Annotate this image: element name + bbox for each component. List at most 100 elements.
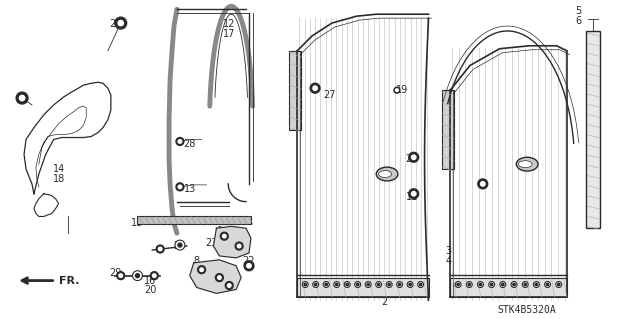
Circle shape <box>557 283 560 286</box>
Circle shape <box>478 179 488 189</box>
Text: 14: 14 <box>52 164 65 174</box>
Circle shape <box>176 183 184 191</box>
Circle shape <box>376 282 381 287</box>
Circle shape <box>325 283 328 286</box>
Circle shape <box>356 283 359 286</box>
Circle shape <box>412 191 416 196</box>
Circle shape <box>223 234 226 238</box>
Text: 13: 13 <box>184 184 196 194</box>
Circle shape <box>119 274 122 278</box>
Text: 29: 29 <box>109 268 122 278</box>
Text: 1: 1 <box>381 287 387 298</box>
Text: 26: 26 <box>109 19 122 29</box>
Circle shape <box>150 272 158 279</box>
Text: 15: 15 <box>131 219 144 228</box>
Circle shape <box>310 83 320 93</box>
Circle shape <box>304 283 307 286</box>
Circle shape <box>115 17 127 29</box>
Circle shape <box>511 282 517 287</box>
Circle shape <box>313 86 317 90</box>
Circle shape <box>409 152 419 162</box>
Text: 26: 26 <box>16 95 28 105</box>
Ellipse shape <box>376 167 398 181</box>
Circle shape <box>378 283 380 286</box>
Text: 18: 18 <box>52 174 65 184</box>
Circle shape <box>247 263 251 268</box>
Circle shape <box>468 283 470 286</box>
Circle shape <box>479 283 482 286</box>
Text: 23: 23 <box>200 276 212 286</box>
Text: 9: 9 <box>216 226 223 236</box>
Circle shape <box>399 283 401 286</box>
Circle shape <box>227 284 231 287</box>
Circle shape <box>152 274 156 278</box>
FancyBboxPatch shape <box>450 46 566 302</box>
Circle shape <box>556 282 562 287</box>
Ellipse shape <box>518 161 532 167</box>
Text: 11: 11 <box>406 192 418 202</box>
FancyBboxPatch shape <box>289 51 301 130</box>
FancyBboxPatch shape <box>298 278 429 297</box>
Circle shape <box>178 243 182 247</box>
FancyBboxPatch shape <box>298 16 429 302</box>
Text: 20: 20 <box>144 286 157 295</box>
Polygon shape <box>214 226 251 258</box>
Circle shape <box>355 282 360 287</box>
Circle shape <box>394 87 400 93</box>
FancyBboxPatch shape <box>450 278 566 297</box>
Circle shape <box>396 89 398 92</box>
Circle shape <box>176 137 184 145</box>
Text: 21: 21 <box>406 154 418 164</box>
Circle shape <box>367 283 369 286</box>
Circle shape <box>397 282 403 287</box>
Circle shape <box>365 282 371 287</box>
Circle shape <box>346 283 348 286</box>
Circle shape <box>513 283 515 286</box>
Text: 2: 2 <box>381 297 387 307</box>
Circle shape <box>333 282 340 287</box>
Circle shape <box>314 283 317 286</box>
Text: 17: 17 <box>223 29 236 39</box>
Text: 4: 4 <box>445 256 451 266</box>
Text: 22: 22 <box>243 256 255 266</box>
Circle shape <box>335 283 338 286</box>
Circle shape <box>535 283 538 286</box>
Text: 25: 25 <box>173 241 186 251</box>
Circle shape <box>216 274 223 282</box>
Circle shape <box>313 282 319 287</box>
Circle shape <box>533 282 540 287</box>
Circle shape <box>388 283 390 286</box>
Circle shape <box>156 245 164 253</box>
Text: 16: 16 <box>144 276 156 286</box>
Ellipse shape <box>379 171 392 177</box>
Circle shape <box>409 283 412 286</box>
Circle shape <box>132 271 143 281</box>
Circle shape <box>481 182 485 186</box>
Text: 28: 28 <box>184 139 196 150</box>
Circle shape <box>175 240 185 250</box>
Text: 6: 6 <box>575 16 582 26</box>
Circle shape <box>412 155 416 160</box>
Circle shape <box>409 189 419 199</box>
Circle shape <box>302 282 308 287</box>
FancyBboxPatch shape <box>138 217 251 224</box>
Circle shape <box>502 283 504 286</box>
Circle shape <box>178 185 182 189</box>
Circle shape <box>490 283 493 286</box>
Text: 19: 19 <box>396 85 408 95</box>
Text: 23: 23 <box>205 238 218 248</box>
Circle shape <box>198 266 205 274</box>
Circle shape <box>545 282 550 287</box>
Circle shape <box>235 242 243 250</box>
Text: 27: 27 <box>324 90 336 100</box>
Circle shape <box>418 282 424 287</box>
Circle shape <box>218 276 221 279</box>
Text: 5: 5 <box>575 6 582 16</box>
Text: 12: 12 <box>223 19 236 29</box>
Circle shape <box>419 283 422 286</box>
FancyBboxPatch shape <box>586 31 600 228</box>
Text: STK4B5320A: STK4B5320A <box>498 305 557 315</box>
Circle shape <box>116 272 125 279</box>
Circle shape <box>457 283 460 286</box>
Circle shape <box>19 95 25 101</box>
